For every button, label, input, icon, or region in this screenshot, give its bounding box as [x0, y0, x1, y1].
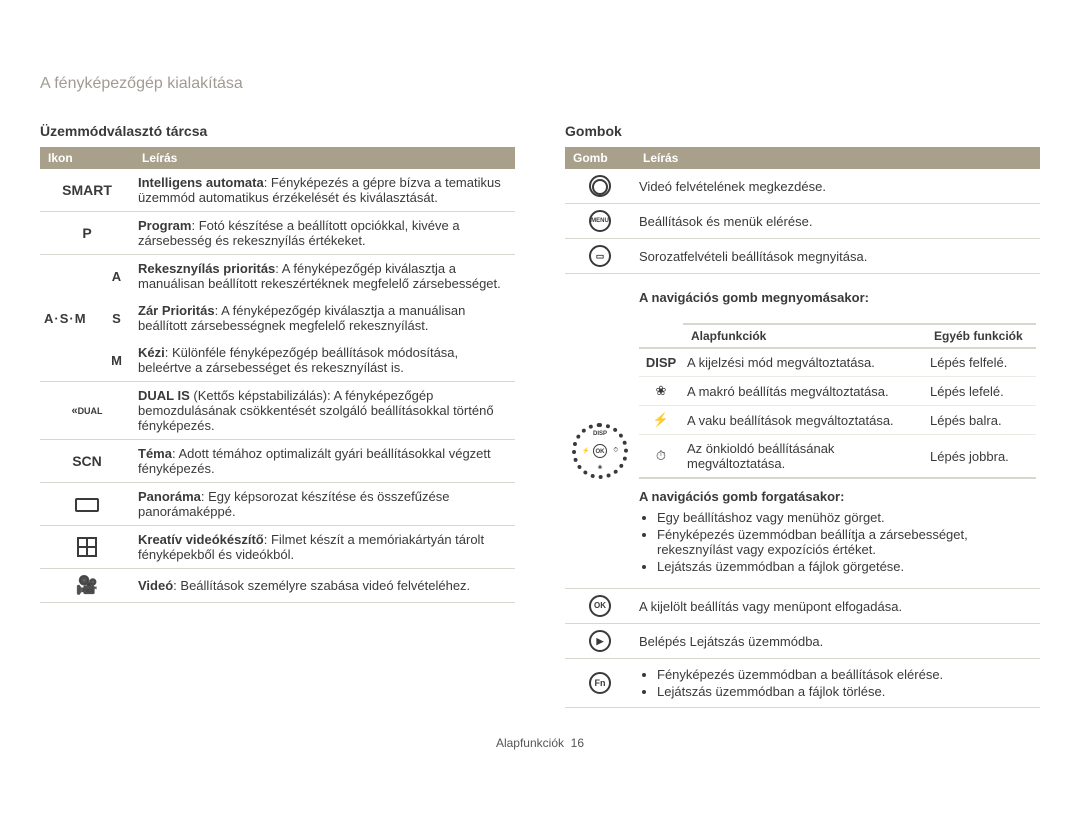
icon-p: P: [40, 212, 134, 255]
row-s: S Zár Prioritás: A fényképezőgép kiválas…: [40, 297, 515, 339]
desc-p: Program: Fotó készítése a beállított opc…: [134, 212, 515, 255]
row-nav-body: DISP ⚡ ⏱ ❀ OK: [565, 317, 1040, 589]
menu-text: Beállítások és menük elérése.: [635, 204, 1040, 239]
nav-dial-icon: DISP ⚡ ⏱ ❀ OK: [565, 317, 635, 589]
flower-icon: ❀: [639, 377, 683, 406]
footer-label: Alapfunkciók: [496, 736, 564, 750]
rec-text: Videó felvételének megkezdése.: [635, 169, 1040, 204]
row-a: A·S·M A Rekesznyílás prioritás: A fényké…: [40, 255, 515, 298]
desc-scn: Téma: Adott témához optimalizált gyári b…: [134, 440, 515, 483]
play-icon: ▶: [565, 624, 635, 659]
right-column: Gombok Gomb Leírás Videó felvételének me…: [565, 123, 1040, 708]
row-menu: MENU Beállítások és menük elérése.: [565, 204, 1040, 239]
rec-icon: [565, 169, 635, 204]
icon-smart: SMART: [40, 169, 134, 212]
buttons-table: Gomb Leírás Videó felvételének megkezdés…: [565, 147, 1040, 708]
burst-icon: ▭: [565, 239, 635, 274]
fn-icon: Fn: [565, 659, 635, 708]
nav-col2: Egyéb funkciók: [926, 324, 1036, 348]
content-columns: Üzemmódválasztó tárcsa Ikon Leírás SMART…: [40, 123, 1040, 708]
nav-rotate-title: A navigációs gomb forgatásakor:: [639, 489, 1036, 504]
row-nav-press-title: A navigációs gomb megnyomásakor:: [565, 274, 1040, 318]
nav-press-table: Alapfunkciók Egyéb funkciók DISP A kijel…: [639, 323, 1036, 479]
desc-a: Rekesznyílás prioritás: A fényképezőgép …: [134, 255, 515, 298]
timer-icon: ⏱: [639, 435, 683, 479]
row-dual: «DUAL DUAL IS (Kettős képstabilizálás): …: [40, 382, 515, 440]
row-fn: Fn Fényképezés üzemmódban a beállítások …: [565, 659, 1040, 708]
th-btn: Gomb: [565, 147, 635, 169]
row-scn: SCN Téma: Adott témához optimalizált gyá…: [40, 440, 515, 483]
mode-dial-table: Ikon Leírás SMART Intelligens automata: …: [40, 147, 515, 603]
nav-press-title: A navigációs gomb megnyomásakor:: [639, 290, 1036, 305]
icon-scn: SCN: [40, 440, 134, 483]
flash-icon: ⚡: [639, 406, 683, 435]
th-desc: Leírás: [134, 147, 515, 169]
icon-pano: [40, 483, 134, 526]
row-creative: Kreatív videókészítő: Filmet készít a me…: [40, 526, 515, 569]
asm-label: A·S·M: [40, 255, 99, 382]
desc-dual: DUAL IS (Kettős képstabilizálás): A fény…: [134, 382, 515, 440]
ok-icon: OK: [565, 589, 635, 624]
left-column: Üzemmódválasztó tárcsa Ikon Leírás SMART…: [40, 123, 515, 708]
disp-icon: DISP: [639, 348, 683, 377]
row-p: P Program: Fotó készítése a beállított o…: [40, 212, 515, 255]
row-ok: OK A kijelölt beállítás vagy menüpont el…: [565, 589, 1040, 624]
nav-rotate-list: Egy beállításhoz vagy menühöz görget. Fé…: [657, 510, 1036, 574]
desc-s: Zár Prioritás: A fényképezőgép kiválaszt…: [134, 297, 515, 339]
menu-icon: MENU: [565, 204, 635, 239]
page-footer: Alapfunkciók 16: [40, 736, 1040, 750]
row-m: M Kézi: Különféle fényképezőgép beállítá…: [40, 339, 515, 382]
desc-smart: Intelligens automata: Fényképezés a gépr…: [134, 169, 515, 212]
buttons-title: Gombok: [565, 123, 1040, 139]
row-pano: Panoráma: Egy képsorozat készítése és ös…: [40, 483, 515, 526]
row-rec: Videó felvételének megkezdése.: [565, 169, 1040, 204]
icon-m: M: [99, 339, 134, 382]
th-desc2: Leírás: [635, 147, 1040, 169]
icon-video: 🎥: [40, 569, 134, 603]
row-burst: ▭ Sorozatfelvételi beállítások megnyitás…: [565, 239, 1040, 274]
icon-creative: [40, 526, 134, 569]
row-video: 🎥 Videó: Beállítások személyre szabása v…: [40, 569, 515, 603]
desc-creative: Kreatív videókészítő: Filmet készít a me…: [134, 526, 515, 569]
nav-col1: Alapfunkciók: [683, 324, 926, 348]
page-number: 16: [571, 736, 584, 750]
fn-list: Fényképezés üzemmódban a beállítások elé…: [657, 667, 1036, 699]
desc-m: Kézi: Különféle fényképezőgép beállításo…: [134, 339, 515, 382]
row-smart: SMART Intelligens automata: Fényképezés …: [40, 169, 515, 212]
icon-a: A: [99, 255, 134, 298]
breadcrumb: A fényképezőgép kialakítása: [40, 75, 1040, 93]
desc-video: Videó: Beállítások személyre szabása vid…: [134, 569, 515, 603]
page: A fényképezőgép kialakítása Üzemmódválas…: [0, 0, 1080, 770]
icon-s: S: [99, 297, 134, 339]
icon-dual: «DUAL: [40, 382, 134, 440]
desc-pano: Panoráma: Egy képsorozat készítése és ös…: [134, 483, 515, 526]
th-icon: Ikon: [40, 147, 134, 169]
nav-body: Alapfunkciók Egyéb funkciók DISP A kijel…: [635, 317, 1040, 589]
row-play: ▶ Belépés Lejátszás üzemmódba.: [565, 624, 1040, 659]
burst-text: Sorozatfelvételi beállítások megnyitása.: [635, 239, 1040, 274]
mode-dial-title: Üzemmódválasztó tárcsa: [40, 123, 515, 139]
